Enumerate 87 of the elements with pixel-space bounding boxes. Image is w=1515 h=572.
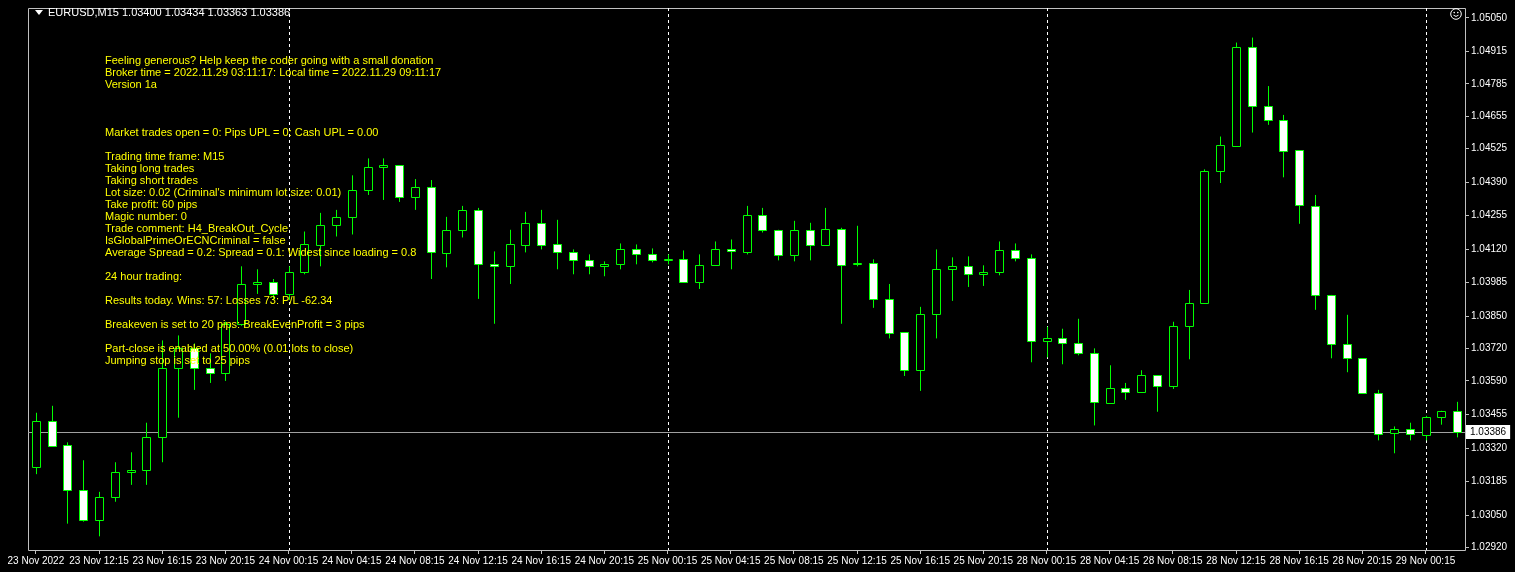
candlestick bbox=[1343, 314, 1352, 373]
candlestick bbox=[695, 253, 704, 290]
candlestick bbox=[553, 219, 562, 270]
x-tick-label: 24 Nov 08:15 bbox=[385, 554, 446, 566]
candlestick bbox=[95, 491, 104, 537]
x-tick-label: 28 Nov 12:15 bbox=[1206, 554, 1267, 566]
x-tick-label: 25 Nov 12:15 bbox=[827, 554, 888, 566]
candlestick bbox=[253, 268, 262, 295]
y-tick-label: 1.04525 bbox=[1471, 142, 1508, 154]
x-tick-label: 25 Nov 08:15 bbox=[764, 554, 825, 566]
candlestick bbox=[537, 209, 546, 250]
candlestick bbox=[679, 249, 688, 283]
y-tick-label: 1.04915 bbox=[1471, 45, 1508, 57]
candlestick bbox=[585, 253, 594, 275]
x-tick-label: 24 Nov 00:15 bbox=[258, 554, 319, 566]
candlestick bbox=[1106, 364, 1115, 404]
candlestick bbox=[1137, 369, 1146, 393]
annotation: Feeling generous? Help keep the coder going with a small donation Broker time = 2022.11.29 03:11:17: Local time = 2022.11.29 09:11:17 Version 1a bbox=[105, 54, 442, 91]
x-tick-label: 23 Nov 16:15 bbox=[132, 554, 193, 566]
candlestick bbox=[1390, 425, 1399, 454]
candlestick bbox=[948, 256, 957, 302]
y-tick-label: 1.04390 bbox=[1471, 175, 1508, 187]
candlestick bbox=[806, 222, 815, 261]
y-tick-label: 1.03050 bbox=[1471, 508, 1508, 520]
y-tick-label: 1.03455 bbox=[1471, 408, 1508, 420]
y-tick-label: 1.03850 bbox=[1471, 310, 1508, 322]
candlestick bbox=[964, 255, 973, 288]
x-tick-label: 28 Nov 20:15 bbox=[1332, 554, 1393, 566]
y-tick-label: 1.03985 bbox=[1471, 276, 1508, 288]
candlestick bbox=[569, 248, 578, 275]
candlestick bbox=[727, 238, 736, 270]
candlestick bbox=[1058, 328, 1067, 365]
x-tick-label: 28 Nov 16:15 bbox=[1269, 554, 1330, 566]
candlestick bbox=[332, 209, 341, 237]
candlestick bbox=[632, 243, 641, 265]
x-tick-label: 29 Nov 00:15 bbox=[1395, 554, 1456, 566]
candlestick bbox=[521, 211, 530, 253]
x-tick-label: 28 Nov 00:15 bbox=[1016, 554, 1077, 566]
y-tick-label: 1.04655 bbox=[1471, 109, 1508, 121]
y-tick-label: 1.03320 bbox=[1471, 441, 1508, 453]
candlestick bbox=[364, 157, 373, 196]
candlestick bbox=[853, 225, 862, 267]
annotation: Market trades open = 0: Pips UPL = 0: Cash UPL = 0.00 bbox=[105, 126, 379, 139]
candlestick bbox=[506, 229, 515, 285]
candlestick bbox=[821, 207, 830, 246]
candlestick bbox=[1185, 289, 1194, 360]
x-tick-label: 25 Nov 20:15 bbox=[953, 554, 1014, 566]
candlestick bbox=[411, 178, 420, 211]
x-tick-label: 28 Nov 04:15 bbox=[1079, 554, 1140, 566]
candlestick bbox=[758, 207, 767, 234]
candlestick bbox=[1074, 318, 1083, 356]
candlestick bbox=[995, 240, 1004, 276]
y-tick-label: 1.04785 bbox=[1471, 77, 1508, 89]
x-tick-label: 25 Nov 04:15 bbox=[700, 554, 761, 566]
y-tick-label: 1.05050 bbox=[1471, 11, 1508, 23]
x-tick-label: 28 Nov 08:15 bbox=[1143, 554, 1204, 566]
x-tick-label: 23 Nov 12:15 bbox=[69, 554, 130, 566]
annotation: 24 hour trading: bbox=[105, 270, 183, 283]
candlestick bbox=[711, 240, 720, 266]
chart-title: EURUSD,M15 1.03400 1.03434 1.03363 1.03386 bbox=[48, 6, 291, 18]
x-tick-label: 24 Nov 12:15 bbox=[448, 554, 509, 566]
x-tick-label: 24 Nov 16:15 bbox=[511, 554, 572, 566]
candlestick bbox=[616, 242, 625, 270]
ref-line-label: 1.03386 bbox=[1470, 425, 1507, 437]
x-tick-label: 24 Nov 20:15 bbox=[574, 554, 635, 566]
y-tick-label: 1.03720 bbox=[1471, 342, 1508, 354]
candlestick bbox=[442, 216, 451, 268]
y-tick-label: 1.04255 bbox=[1471, 209, 1508, 221]
candlestick bbox=[1043, 326, 1052, 358]
x-tick-label: 23 Nov 2022 bbox=[7, 554, 65, 566]
x-tick-label: 25 Nov 16:15 bbox=[890, 554, 951, 566]
x-tick-label: 23 Nov 20:15 bbox=[195, 554, 256, 566]
y-tick-label: 1.02920 bbox=[1471, 541, 1508, 553]
candlestick bbox=[1153, 374, 1162, 413]
candlestick bbox=[458, 205, 467, 238]
candlestick bbox=[1422, 415, 1431, 441]
candlestick bbox=[979, 264, 988, 287]
x-tick-label: 24 Nov 04:15 bbox=[321, 554, 382, 566]
candlestick bbox=[127, 451, 136, 486]
candlestick bbox=[490, 250, 499, 325]
candlestick bbox=[379, 157, 388, 201]
candlestick bbox=[1453, 401, 1462, 438]
y-tick-label: 1.03590 bbox=[1471, 374, 1508, 386]
y-tick-label: 1.04120 bbox=[1471, 242, 1508, 254]
candlestick bbox=[1264, 85, 1273, 126]
y-tick-label: 1.03185 bbox=[1471, 475, 1508, 487]
x-tick-label: 25 Nov 00:15 bbox=[637, 554, 698, 566]
